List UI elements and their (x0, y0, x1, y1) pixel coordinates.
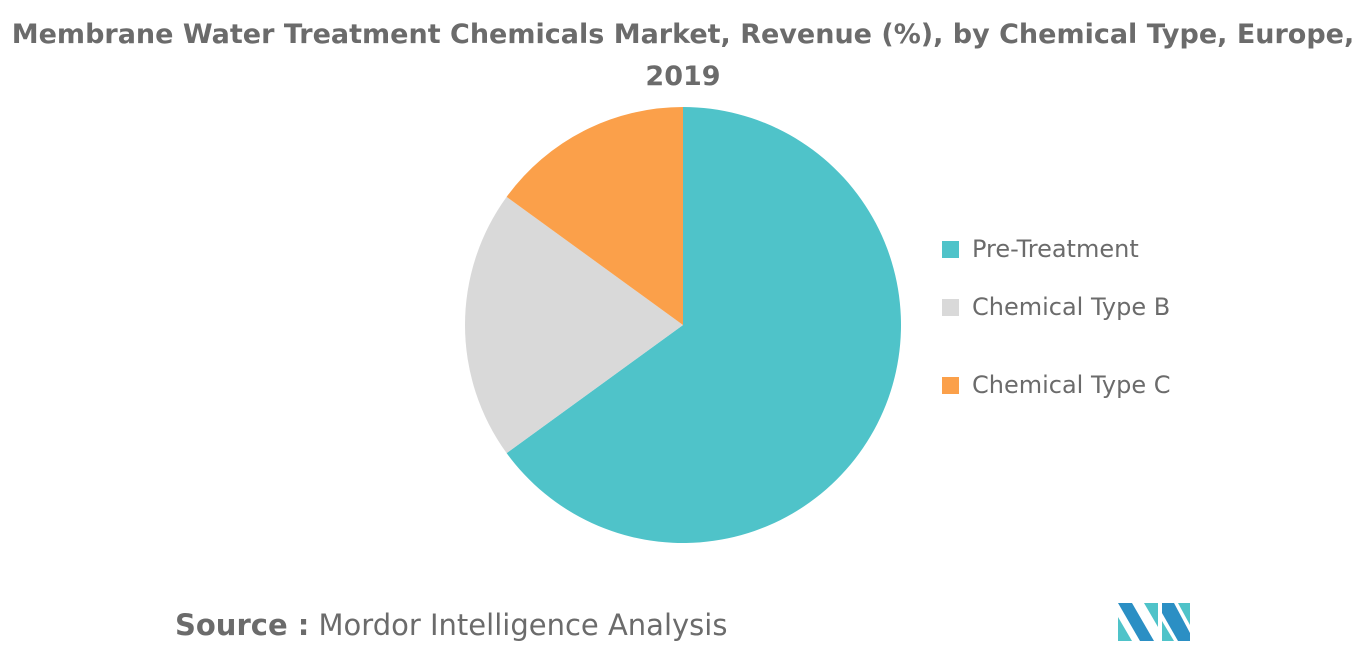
legend-label: Pre-Treatment (972, 235, 1139, 263)
legend: Pre-Treatment Chemical Type B Chemical T… (942, 230, 1171, 424)
chart-title: Membrane Water Treatment Chemicals Marke… (11, 19, 1355, 92)
legend-swatch (942, 376, 959, 394)
legend-swatch (942, 298, 959, 316)
source-label: Source : (175, 608, 310, 642)
pie-slice-chemical-type-c (506, 106, 683, 325)
legend-item-1: Chemical Type B (942, 268, 1171, 346)
pie-slice-pre-treatment (506, 107, 901, 544)
legend-item-2: Chemical Type C (942, 346, 1171, 424)
source-note: Source : Mordor Intelligence Analysis (175, 608, 727, 642)
legend-label: Chemical Type C (972, 371, 1171, 399)
mordor-logo-icon (1118, 603, 1190, 641)
pie-slice-chemical-type-b (465, 196, 683, 454)
source-text: Mordor Intelligence Analysis (318, 608, 728, 642)
legend-item-0: Pre-Treatment (942, 230, 1171, 268)
legend-label: Chemical Type B (972, 293, 1171, 321)
legend-swatch (942, 240, 959, 258)
